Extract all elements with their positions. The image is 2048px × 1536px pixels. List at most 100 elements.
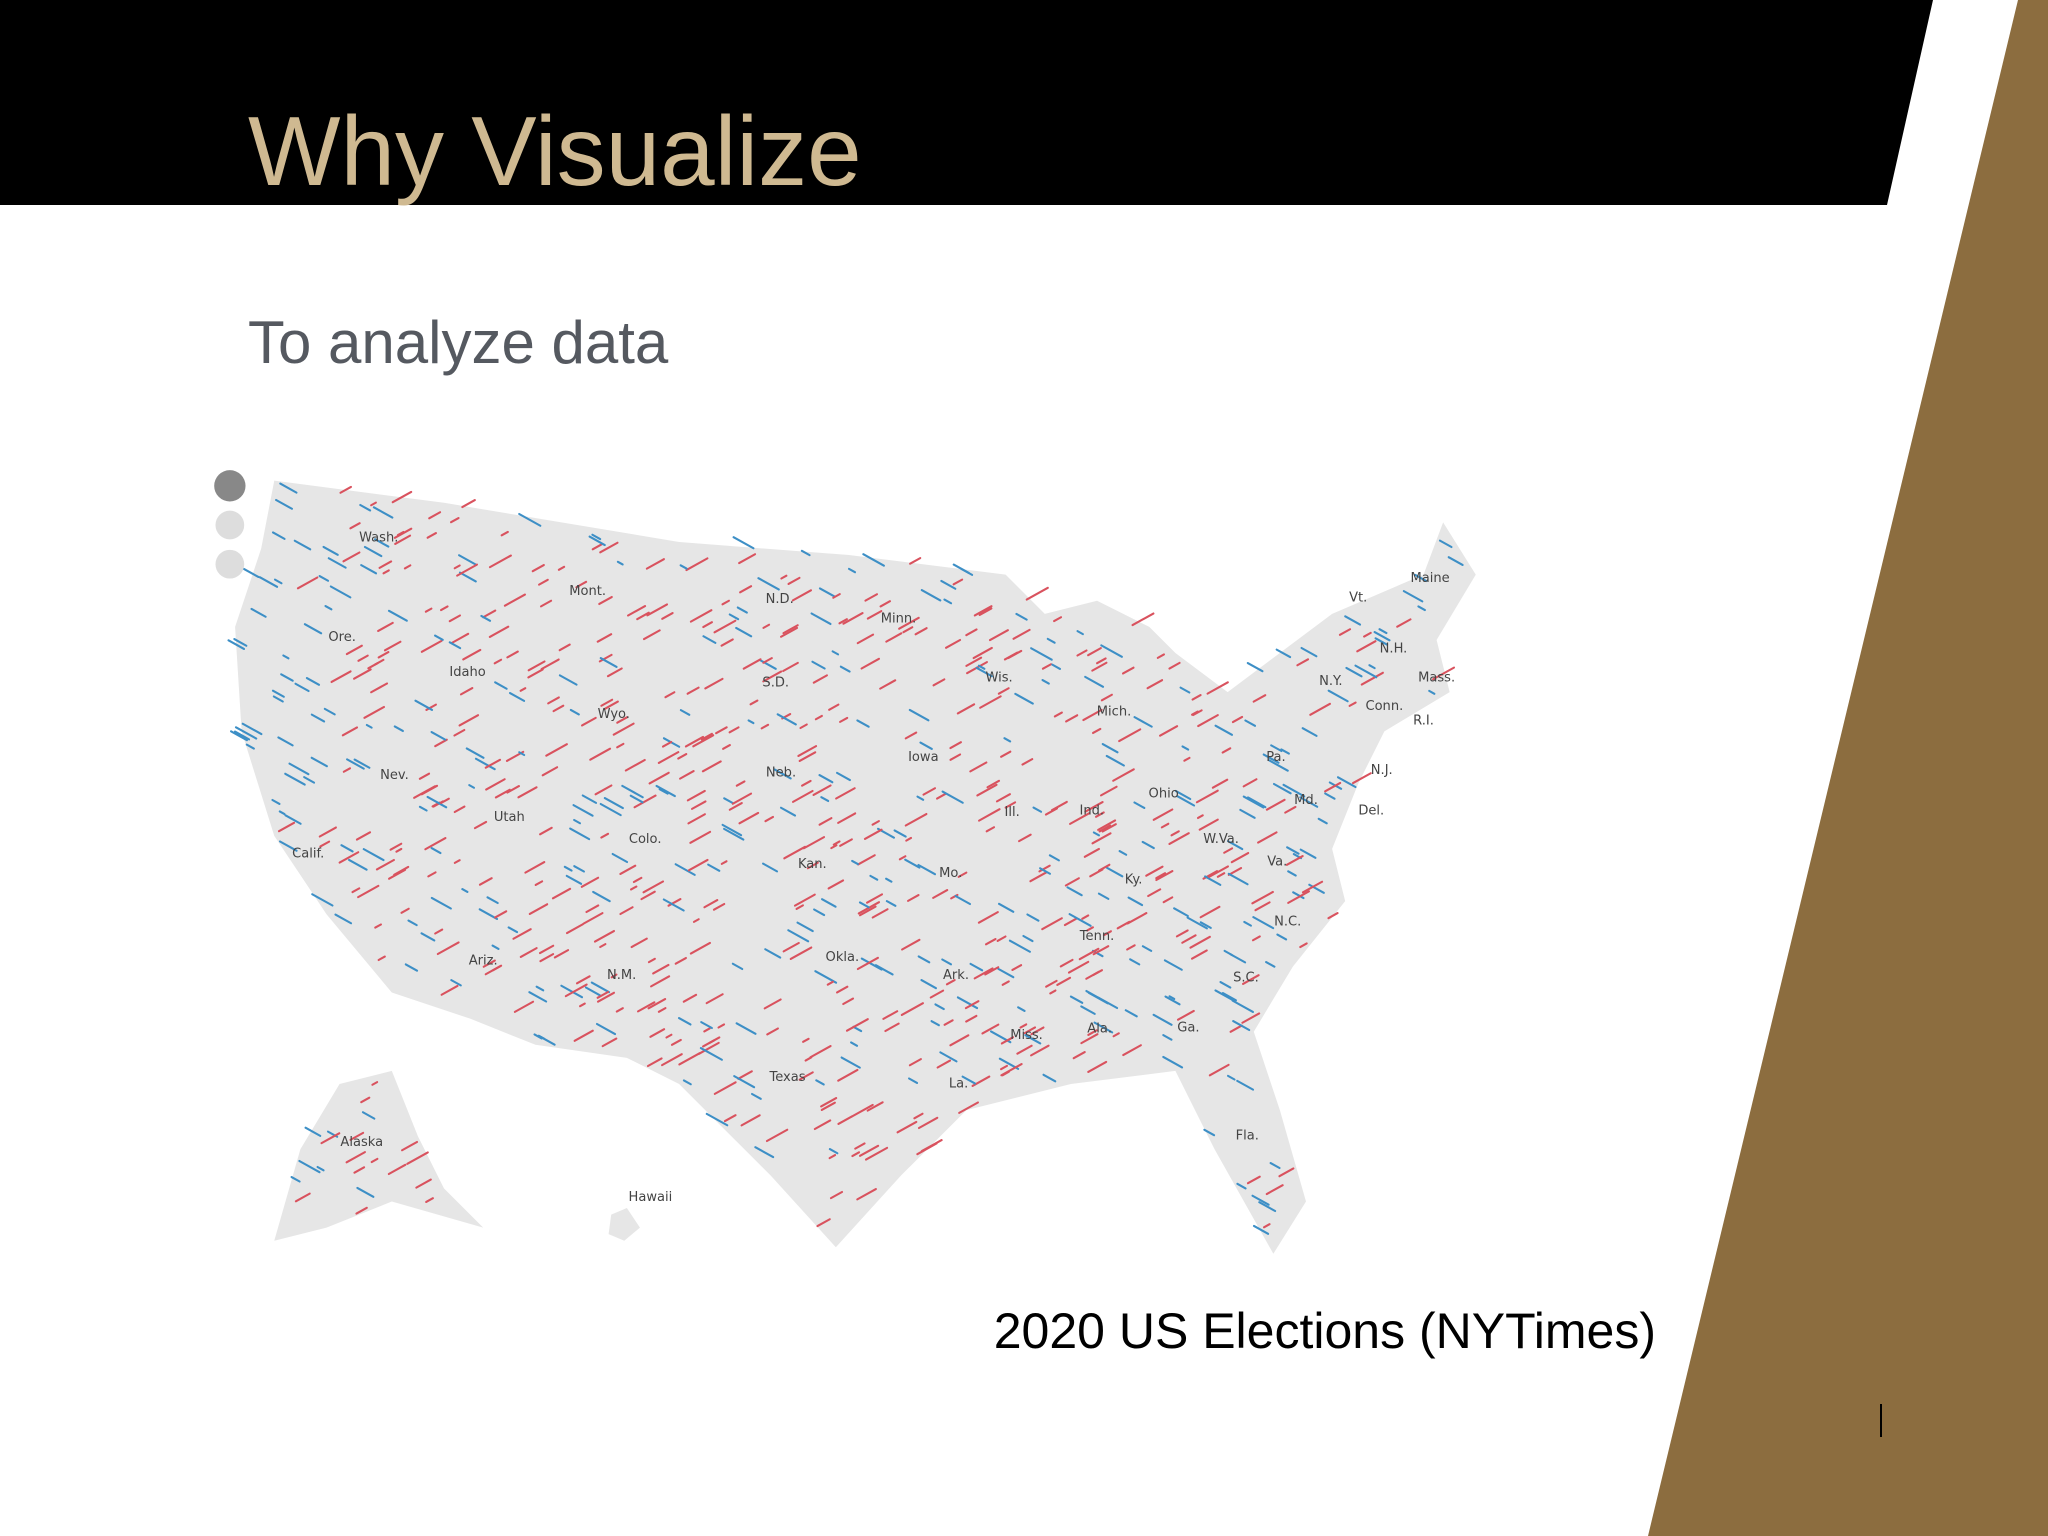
shift-arrow xyxy=(519,687,527,692)
shift-arrow xyxy=(828,1148,839,1155)
state-label: S.C. xyxy=(1233,971,1259,986)
shift-arrow xyxy=(1262,753,1280,764)
alaska-shape xyxy=(274,1070,484,1241)
shift-arrow xyxy=(1046,637,1056,644)
shift-arrow xyxy=(728,613,740,621)
reset[interactable] xyxy=(215,549,245,579)
state-label: Utah xyxy=(494,810,525,825)
shift-arrow xyxy=(1014,692,1034,705)
shift-arrow xyxy=(1208,865,1230,878)
shift-arrow xyxy=(394,534,412,545)
shift-arrow xyxy=(371,1081,379,1086)
shift-arrow xyxy=(879,600,891,608)
shift-arrow xyxy=(1345,666,1363,678)
shift-arrow xyxy=(426,795,448,809)
shift-arrow xyxy=(804,1056,813,1062)
shift-arrow xyxy=(1189,935,1211,949)
shift-arrow xyxy=(896,1120,918,1134)
shift-arrow xyxy=(491,944,500,950)
shift-arrow xyxy=(616,716,629,724)
shift-arrow xyxy=(908,708,930,722)
shift-arrow xyxy=(592,890,611,903)
shift-arrow xyxy=(298,1159,321,1174)
shift-arrow xyxy=(723,827,745,841)
shift-arrow xyxy=(839,716,849,723)
shift-arrow xyxy=(689,830,712,844)
shift-arrow xyxy=(975,666,993,678)
shift-arrow xyxy=(1021,758,1034,766)
shift-arrow xyxy=(961,1075,976,1085)
shift-arrow xyxy=(1227,872,1249,886)
shift-arrow xyxy=(370,682,389,694)
shift-arrow xyxy=(856,956,879,971)
shift-arrow xyxy=(836,771,851,782)
state-labels: Wash. Mont. Ore. Idaho Wyo. Nev. Utah Colo. Cali… xyxy=(292,531,1455,1206)
shift-arrow xyxy=(720,860,728,865)
zoom-out[interactable] xyxy=(215,510,245,540)
shift-arrow xyxy=(985,826,996,833)
shift-arrow xyxy=(657,1007,667,1013)
shift-arrow xyxy=(1223,847,1234,854)
state-label: Fla. xyxy=(1236,1129,1259,1144)
shift-arrow xyxy=(627,605,647,617)
shift-arrow xyxy=(599,657,618,668)
shift-arrow xyxy=(1278,1167,1295,1178)
shift-arrow xyxy=(440,984,459,996)
zoom-in[interactable] xyxy=(214,470,246,502)
shift-arrow xyxy=(732,536,755,550)
shift-arrow xyxy=(793,893,816,907)
shift-arrow xyxy=(941,790,964,804)
shift-arrow xyxy=(473,820,488,830)
shift-arrow xyxy=(558,674,578,686)
shift-arrow xyxy=(801,779,812,787)
shift-arrow xyxy=(1175,929,1189,938)
shift-arrow xyxy=(842,612,864,625)
shift-arrow xyxy=(540,658,560,671)
state-label: N.H. xyxy=(1380,642,1408,657)
shift-arrow xyxy=(1101,743,1119,754)
shift-arrow xyxy=(965,1014,978,1023)
shift-arrow xyxy=(782,661,799,673)
shift-arrow xyxy=(1230,851,1250,864)
shift-arrow xyxy=(633,794,657,809)
shift-arrow xyxy=(791,789,814,803)
shift-arrow xyxy=(837,1115,853,1125)
state-label: N.Y. xyxy=(1319,674,1342,689)
shift-arrow xyxy=(1174,789,1192,801)
shift-arrow xyxy=(685,557,709,572)
shift-arrow xyxy=(667,898,682,907)
shift-arrow xyxy=(874,964,894,976)
shift-arrow xyxy=(1176,1009,1195,1021)
shift-arrow xyxy=(1251,890,1274,905)
shift-arrow xyxy=(997,902,1015,913)
shift-arrow xyxy=(1186,916,1208,930)
shift-arrow xyxy=(503,593,526,607)
shift-arrow xyxy=(1024,1034,1042,1045)
shift-arrow xyxy=(1396,618,1412,628)
shift-arrow xyxy=(932,889,949,899)
shift-arrow xyxy=(396,530,405,537)
shift-arrow xyxy=(601,1037,618,1048)
shift-arrow xyxy=(1246,796,1267,809)
state-label: Mont. xyxy=(569,584,606,599)
shift-arrow xyxy=(749,699,759,706)
shift-arrow xyxy=(1131,612,1155,627)
shift-arrow xyxy=(1146,679,1164,690)
shift-arrow xyxy=(858,905,877,917)
shift-arrow xyxy=(1022,934,1034,943)
shift-arrow xyxy=(1265,1184,1284,1196)
state-label: Hawaii xyxy=(629,1190,673,1205)
shift-arrow xyxy=(1236,1079,1255,1091)
shift-arrow xyxy=(1042,1073,1057,1083)
shift-arrow xyxy=(401,1140,419,1152)
shift-arrow xyxy=(1048,854,1060,862)
shift-arrow xyxy=(284,772,306,786)
shift-arrow xyxy=(1164,995,1181,1006)
shift-arrow xyxy=(988,629,1009,642)
shift-arrow xyxy=(1156,653,1165,659)
shift-arrow xyxy=(599,802,622,817)
shift-arrow xyxy=(862,553,885,567)
shift-arrow xyxy=(936,1059,952,1069)
shift-arrow xyxy=(642,629,661,641)
shift-arrow xyxy=(488,554,512,569)
